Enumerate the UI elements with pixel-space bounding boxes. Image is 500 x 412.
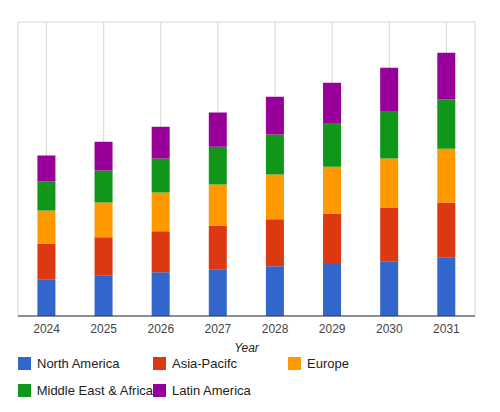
svg-text:2025: 2025 (90, 322, 117, 336)
svg-text:2031: 2031 (433, 322, 460, 336)
svg-text:2026: 2026 (147, 322, 174, 336)
html-text:North America: North America (37, 356, 120, 371)
html-text:Europe: Europe (307, 356, 349, 371)
svg-text:2030: 2030 (376, 322, 403, 336)
svg-text:2027: 2027 (205, 322, 232, 336)
html-text:Middle East & Africa: Middle East & Africa (36, 383, 153, 398)
svg-text:2024: 2024 (33, 322, 60, 336)
svg-text:2029: 2029 (319, 322, 346, 336)
html-text:Asia-Pacifc: Asia-Pacifc (172, 356, 237, 371)
svg-text:Year: Year (234, 341, 260, 355)
html-text:Latin America: Latin America (172, 383, 251, 398)
svg-text:2028: 2028 (262, 322, 289, 336)
